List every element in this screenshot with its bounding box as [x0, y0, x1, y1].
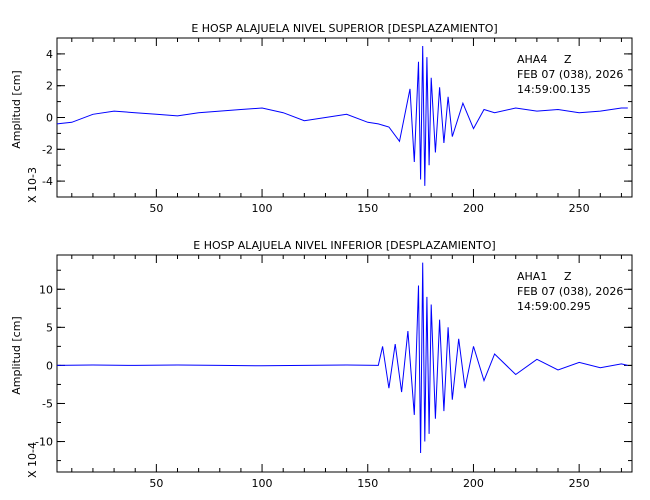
- x-tick-label: 100: [252, 202, 273, 215]
- x-tick-label: 250: [569, 202, 590, 215]
- record-date: FEB 07 (038), 2026: [517, 68, 623, 81]
- x-tick-label: 150: [357, 477, 378, 490]
- chart-title: E HOSP ALAJUELA NIVEL SUPERIOR [DESPLAZA…: [191, 22, 497, 35]
- y-tick-label: 2: [46, 80, 53, 93]
- x-tick-label: 200: [463, 202, 484, 215]
- y-tick-label: -5: [42, 397, 53, 410]
- y-tick-label: -2: [42, 143, 53, 156]
- x-tick-label: 50: [149, 202, 163, 215]
- x-tick-label: 100: [252, 477, 273, 490]
- y-tick-label: -4: [42, 175, 53, 188]
- y-scale-factor: X 10-3: [26, 167, 39, 203]
- y-tick-label: 4: [46, 48, 53, 61]
- y-axis-label: Amplitud [cm]: [10, 70, 23, 148]
- station-code: AHA4: [517, 53, 547, 66]
- y-tick-label: 10: [39, 283, 53, 296]
- station-code: AHA1: [517, 270, 547, 283]
- x-tick-label: 200: [463, 477, 484, 490]
- chart-panel-1: E HOSP ALAJUELA NIVEL SUPERIOR [DESPLAZA…: [10, 22, 633, 215]
- record-date: FEB 07 (038), 2026: [517, 285, 623, 298]
- y-tick-label: 0: [46, 112, 53, 125]
- chart-panel-2: E HOSP ALAJUELA NIVEL INFERIOR [DESPLAZA…: [10, 239, 633, 490]
- record-time: 14:59:00.135: [517, 83, 591, 96]
- waveform-series-1: [56, 262, 628, 454]
- x-tick-label: 250: [569, 477, 590, 490]
- y-tick-label: 5: [46, 321, 53, 334]
- component-code: Z: [564, 53, 572, 66]
- y-tick-label: -10: [35, 436, 53, 449]
- y-axis-label: Amplitud [cm]: [10, 316, 23, 394]
- y-tick-label: 0: [46, 359, 53, 372]
- x-tick-label: 50: [149, 477, 163, 490]
- y-scale-factor: X 10-4: [26, 442, 39, 478]
- component-code: Z: [564, 270, 572, 283]
- chart-title: E HOSP ALAJUELA NIVEL INFERIOR [DESPLAZA…: [193, 239, 495, 252]
- plot-frame: [56, 254, 633, 473]
- record-time: 14:59:00.295: [517, 300, 591, 313]
- x-tick-label: 150: [357, 202, 378, 215]
- waveform-series-1: [56, 45, 628, 186]
